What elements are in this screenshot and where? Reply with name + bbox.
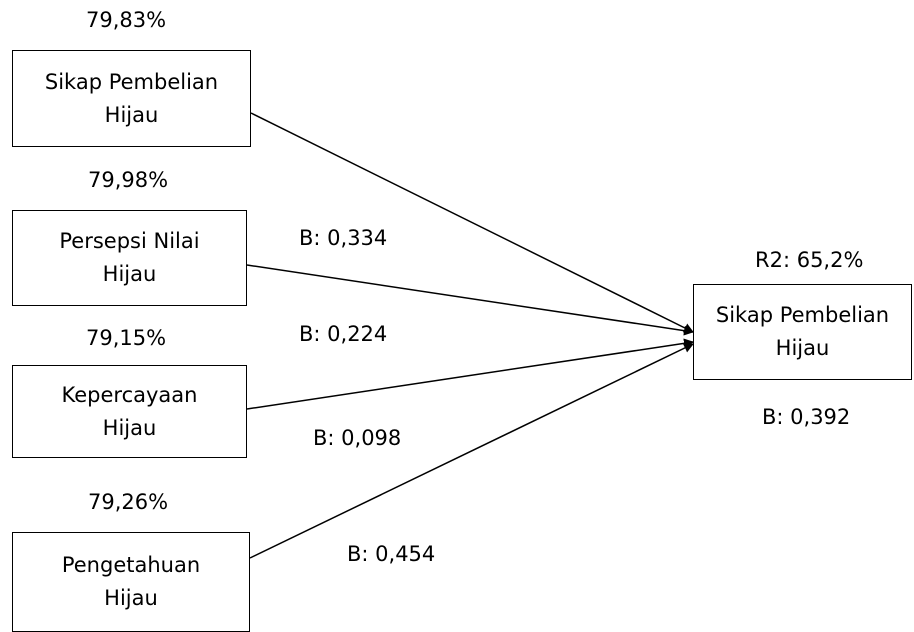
predictor-2-label-line1: Persepsi Nilai: [59, 229, 200, 253]
predictor-2-percentage: 79,98%: [88, 168, 169, 192]
arrow-3: [246, 338, 694, 410]
arrow-2: [246, 264, 694, 336]
path-coefficient-3: B: 0,098: [313, 426, 402, 450]
predictor-1-box: Sikap Pembelian Hijau: [12, 50, 251, 147]
predictor-1-percentage: 79,83%: [86, 8, 167, 32]
outcome-r-squared: R2: 65,2%: [755, 248, 864, 272]
outcome-box: Sikap Pembelian Hijau: [693, 284, 912, 380]
predictor-1-label-line1: Sikap Pembelian: [44, 69, 219, 94]
predictor-4-box: Pengetahuan Hijau: [12, 532, 250, 632]
predictor-4-percentage: 79,26%: [88, 490, 169, 514]
predictor-3-label-line1: Kepercayaan: [61, 382, 198, 407]
outcome-label-line1: Sikap Pembelian: [715, 303, 890, 327]
predictor-2-box: Persepsi Nilai Hijau: [12, 210, 247, 306]
predictor-3-label-line2: Hijau: [102, 415, 157, 440]
predictor-2-label-line2: Hijau: [102, 262, 157, 286]
predictor-3-box: Kepercayaan Hijau: [12, 365, 247, 458]
arrow-1: [250, 112, 694, 333]
path-coefficient-1: B: 0,334: [299, 226, 388, 250]
arrow-4: [249, 343, 694, 559]
predictor-1-label-line2: Hijau: [104, 102, 159, 127]
path-coefficient-2: B: 0,224: [299, 322, 388, 346]
predictor-4-label-line2: Hijau: [104, 586, 158, 610]
predictor-3-percentage: 79,15%: [86, 326, 167, 350]
outcome-label-line2: Hijau: [775, 336, 830, 360]
outcome-coefficient: B: 0,392: [762, 405, 851, 429]
predictor-4-label-line1: Pengetahuan: [61, 553, 201, 577]
path-coefficient-4: B: 0,454: [347, 542, 436, 566]
